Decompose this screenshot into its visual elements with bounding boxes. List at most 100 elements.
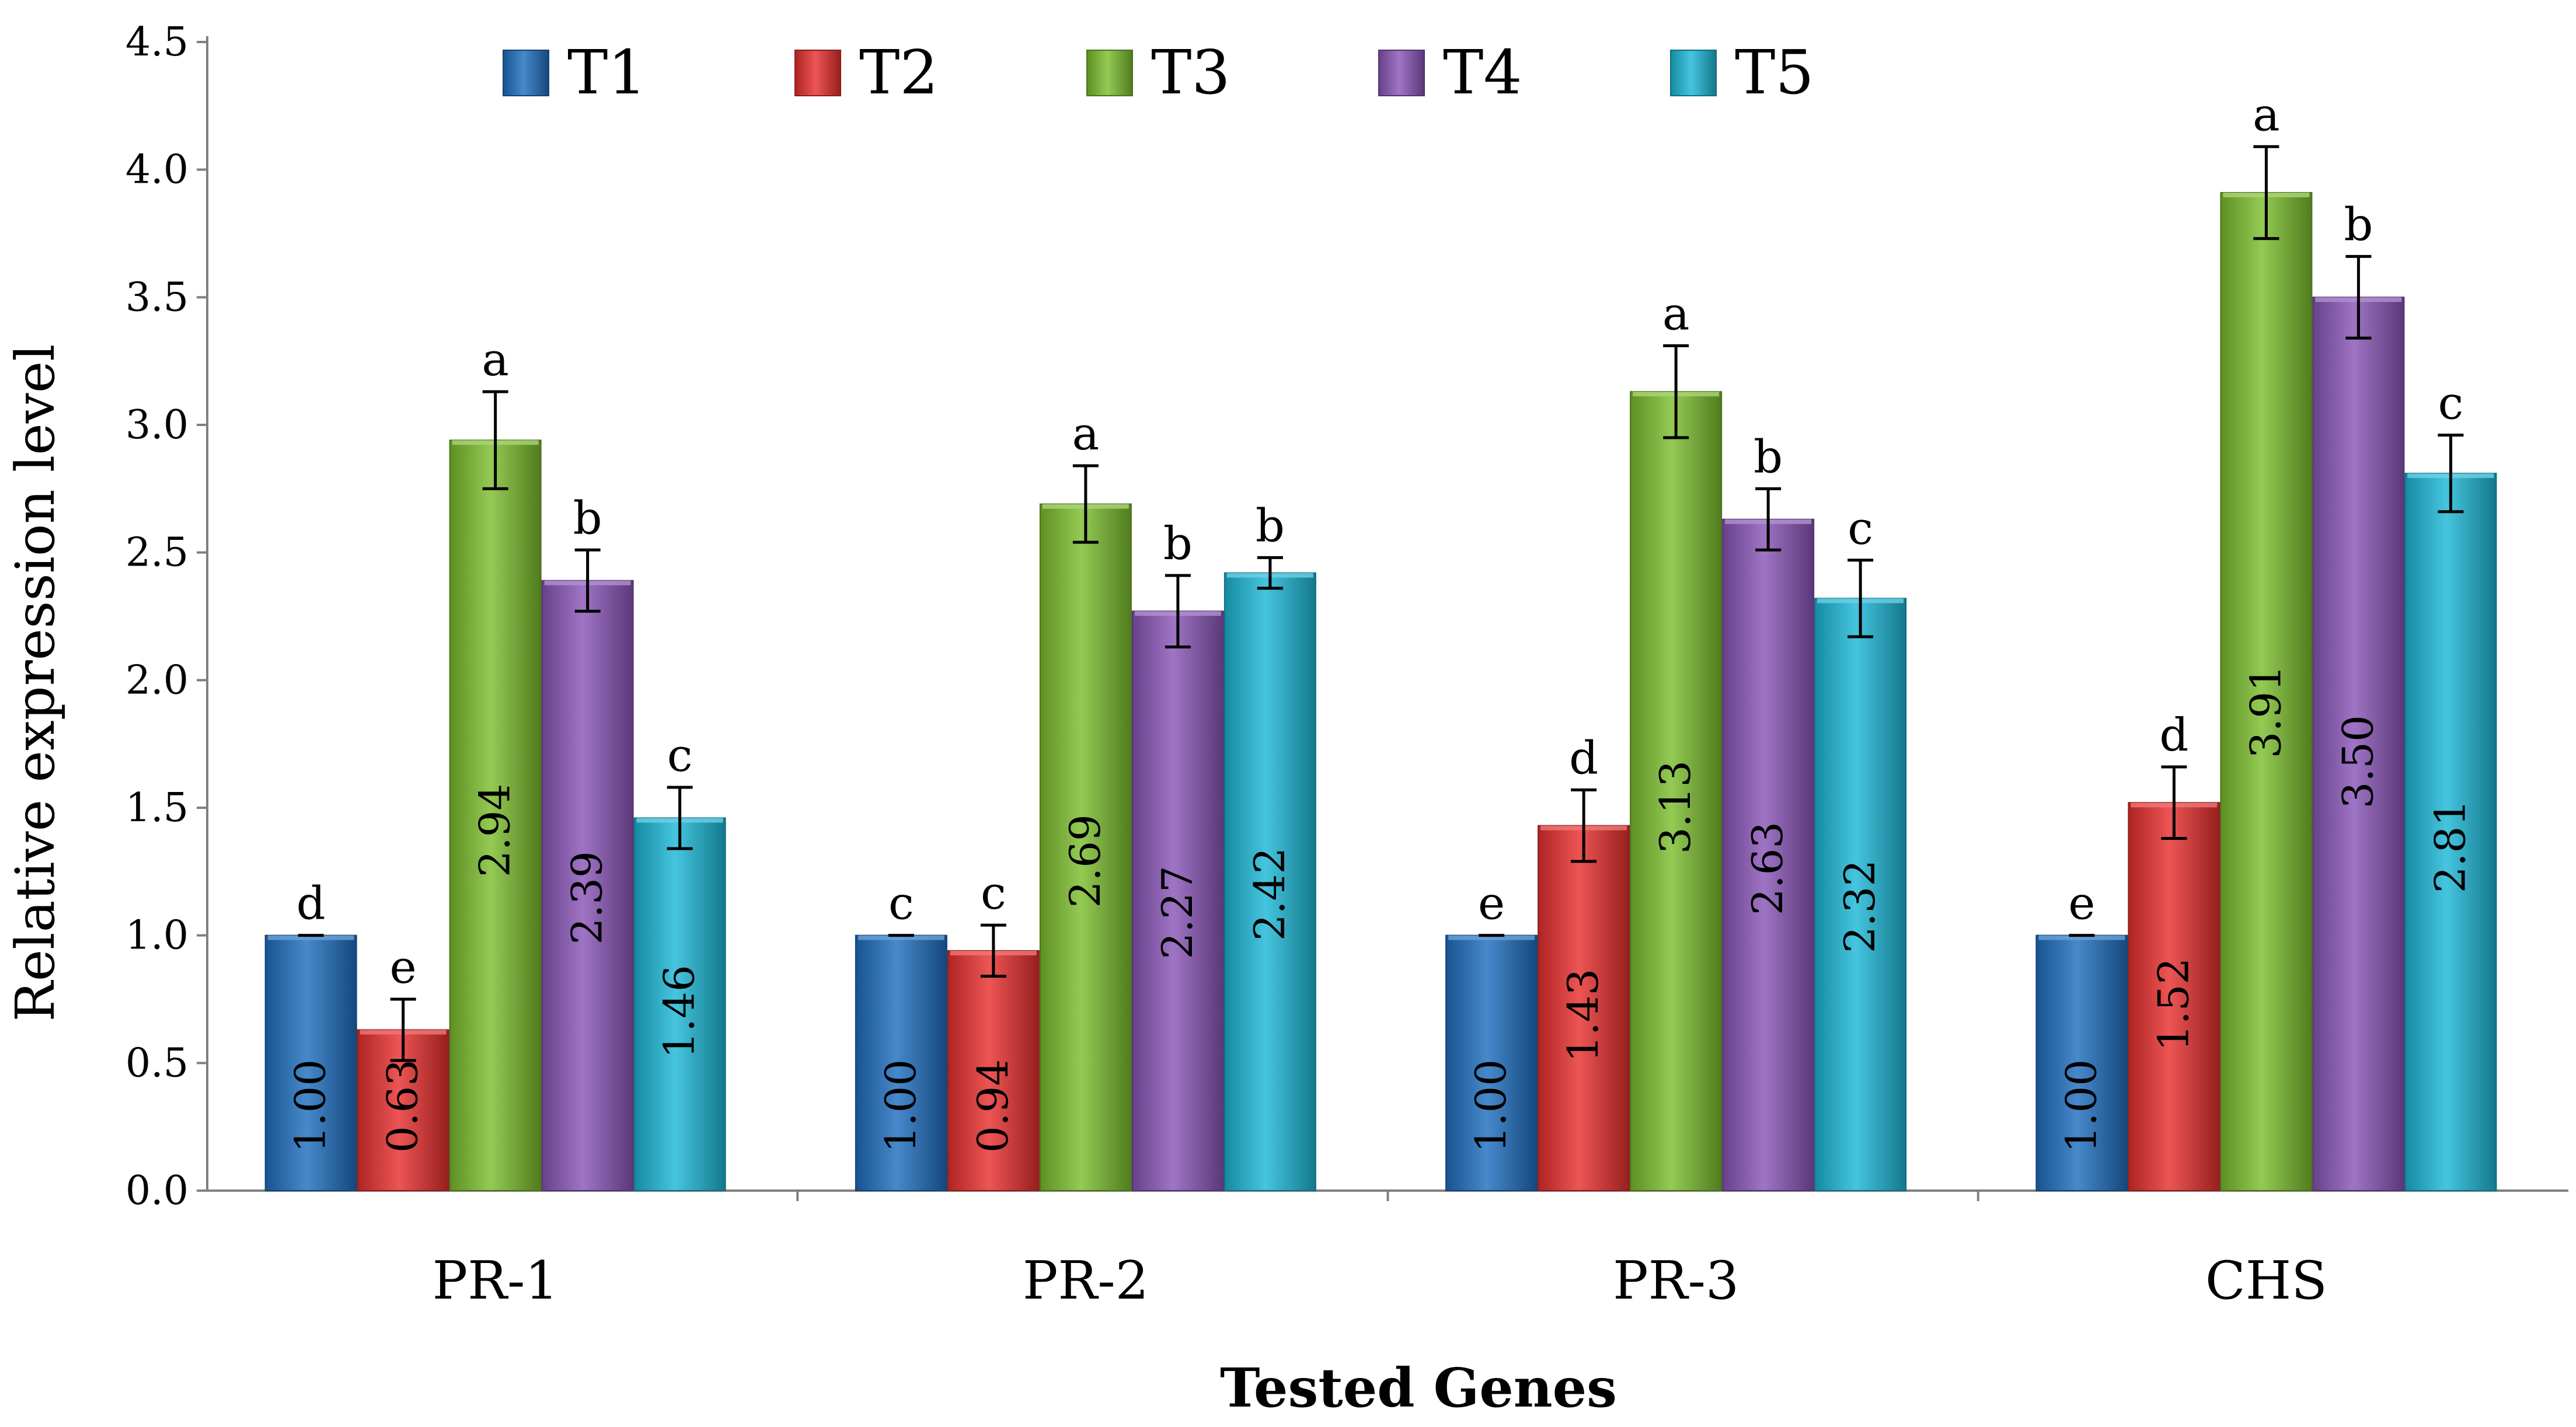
- bar-group-T1-PR-1: d 1.00: [264, 878, 357, 1191]
- significance-letter: b: [1256, 500, 1285, 552]
- bar: [2404, 473, 2497, 1191]
- bar: [2312, 296, 2405, 1191]
- bars: d 1.00 e 0.63 a 2.94 b 2.39 c 1.46 c 1.00 c 0.94 a 2.69…: [264, 89, 2497, 1192]
- value-label: 0.63: [378, 1059, 427, 1153]
- significance-letter: a: [1072, 408, 1100, 460]
- value-label: 1.52: [2149, 958, 2198, 1051]
- significance-letter: c: [2438, 377, 2464, 430]
- y-axis-title: Relative expression level: [4, 344, 67, 1021]
- legend-swatch: [503, 50, 549, 96]
- bar-group-T5-PR-2: b 2.42: [1223, 500, 1316, 1191]
- significance-letter: d: [297, 878, 326, 930]
- legend-item-T5: T5: [1670, 37, 1814, 108]
- bar-group-T1-CHS: e 1.00: [2035, 878, 2128, 1191]
- category-label: PR-3: [1613, 1250, 1739, 1311]
- legend-item-T1: T1: [503, 37, 647, 108]
- legend-item-T4: T4: [1378, 37, 1522, 108]
- axes: 0.0 0.5 1.0 1.5 2.0 2.5 3.0 3.5 4.0 4.5 PR-1 PR-2 PR…: [126, 19, 2568, 1311]
- bar-group-T4-PR-2: b 2.27: [1131, 518, 1224, 1191]
- significance-letter: d: [2159, 709, 2188, 762]
- bar-group-T3-PR-2: a 2.69: [1039, 408, 1132, 1191]
- significance-letter: a: [2253, 89, 2280, 141]
- value-label: 3.50: [2333, 715, 2382, 808]
- legend-swatch: [1378, 50, 1425, 96]
- bar: [1131, 610, 1224, 1191]
- bar-group-T4-PR-3: b 2.63: [1722, 431, 1815, 1191]
- value-label: 3.91: [2241, 665, 2290, 758]
- value-label: 0.94: [968, 1059, 1017, 1153]
- bar: [1223, 572, 1316, 1191]
- bar-group-T1-PR-2: c 1.00: [855, 878, 947, 1191]
- bar: [1445, 934, 1538, 1191]
- significance-letter: c: [888, 878, 914, 930]
- bar-group-T2-PR-1: e 0.63: [357, 941, 449, 1191]
- significance-letter: d: [1569, 732, 1598, 784]
- bar: [1538, 825, 1630, 1191]
- bar: [947, 950, 1040, 1191]
- value-label: 2.27: [1153, 866, 1202, 959]
- legend-label: T1: [567, 37, 647, 108]
- value-label: 1.00: [2056, 1059, 2106, 1153]
- bar: [541, 580, 634, 1191]
- value-label: 2.39: [563, 851, 612, 944]
- bar: [855, 934, 947, 1191]
- category-label: CHS: [2205, 1250, 2327, 1311]
- y-tick-label: 3.0: [126, 402, 189, 448]
- y-tick-label: 0.5: [126, 1040, 189, 1086]
- bar-top: [267, 935, 354, 940]
- y-tick-label: 0.0: [126, 1168, 189, 1214]
- value-label: 1.43: [1559, 969, 1608, 1062]
- y-tick-label: 4.5: [126, 19, 189, 65]
- bar: [1630, 391, 1723, 1192]
- bar: [2035, 934, 2128, 1191]
- bar-group-T3-CHS: a 3.91: [2220, 89, 2313, 1192]
- category-label: PR-1: [433, 1250, 559, 1311]
- value-label: 2.81: [2425, 800, 2474, 893]
- legend-label: T2: [859, 37, 939, 108]
- significance-letter: c: [667, 730, 693, 782]
- bar-group-T2-PR-2: c 0.94: [947, 867, 1040, 1191]
- y-tick-label: 4.0: [126, 147, 189, 193]
- bar-top: [857, 935, 944, 940]
- y-tick-label: 2.0: [126, 657, 189, 703]
- bar-group-T3-PR-3: a 3.13: [1630, 288, 1723, 1192]
- significance-letter: b: [573, 492, 602, 545]
- y-tick-label: 2.5: [126, 530, 189, 576]
- significance-letter: e: [1478, 878, 1505, 930]
- significance-letter: e: [390, 941, 417, 994]
- bar: [1722, 518, 1815, 1191]
- significance-letter: e: [2068, 878, 2095, 930]
- bar: [449, 439, 542, 1191]
- bar: [633, 817, 726, 1191]
- value-label: 2.42: [1245, 847, 1294, 941]
- significance-letter: b: [1754, 431, 1783, 483]
- value-label: 1.00: [1466, 1059, 1515, 1153]
- bar-top: [2038, 935, 2125, 940]
- legend-label: T4: [1443, 37, 1522, 108]
- value-label: 2.94: [470, 784, 520, 877]
- bar-group-T2-PR-3: d 1.43: [1538, 732, 1630, 1191]
- bar: [1814, 598, 1907, 1192]
- bar-group-T3-PR-1: a 2.94: [449, 334, 542, 1191]
- significance-letter: a: [482, 334, 509, 386]
- bar-group-T2-CHS: d 1.52: [2128, 709, 2221, 1191]
- legend-item-T3: T3: [1086, 37, 1231, 108]
- value-label: 2.69: [1061, 814, 1110, 908]
- value-label: 2.32: [1835, 860, 1884, 953]
- legend-label: T3: [1151, 37, 1231, 108]
- legend-swatch: [1086, 50, 1133, 96]
- significance-letter: c: [981, 867, 1006, 920]
- bar-group-T4-CHS: b 3.50: [2312, 198, 2405, 1191]
- significance-letter: b: [1163, 518, 1193, 570]
- legend-swatch: [794, 50, 841, 96]
- value-label: 3.13: [1651, 760, 1700, 854]
- significance-letter: b: [2344, 198, 2373, 251]
- value-label: 1.00: [286, 1059, 335, 1153]
- value-label: 1.46: [655, 965, 704, 1058]
- legend-swatch: [1670, 50, 1717, 96]
- bar: [264, 934, 357, 1191]
- bar-group-T5-PR-1: c 1.46: [633, 730, 726, 1191]
- bar-group-T5-PR-3: c 2.32: [1814, 503, 1907, 1192]
